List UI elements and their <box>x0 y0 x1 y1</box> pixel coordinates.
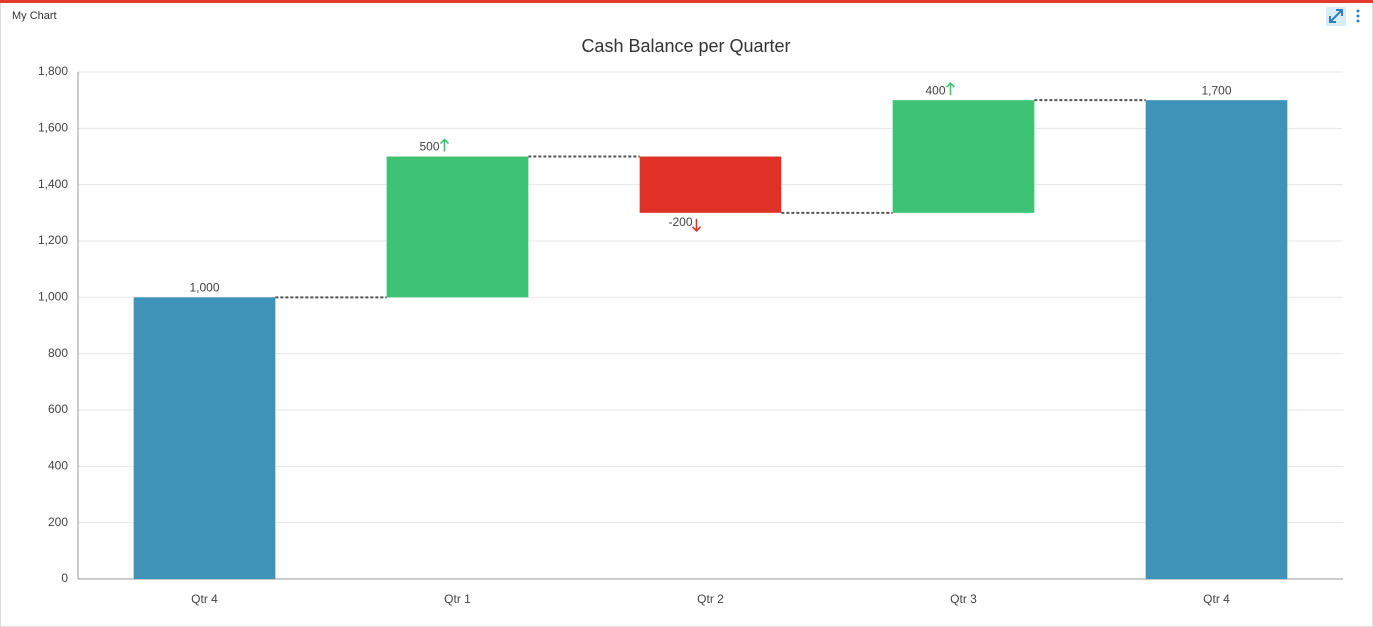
y-tick-label: 1,600 <box>38 121 68 135</box>
y-tick-label: 1,800 <box>38 64 68 78</box>
y-tick-label: 200 <box>48 515 68 529</box>
bar <box>639 156 782 213</box>
panel-title: My Chart <box>12 10 57 22</box>
bar <box>1145 100 1288 580</box>
arrow-up <box>945 82 956 96</box>
y-tick-label: 1,400 <box>38 177 68 191</box>
value-label: 1,700 <box>1201 83 1231 97</box>
expand-button[interactable] <box>1326 7 1346 26</box>
menu-dot[interactable] <box>1356 19 1360 23</box>
x-tick-label: Qtr 4 <box>191 592 218 606</box>
value-label: 1,000 <box>189 281 219 295</box>
y-tick-label: 400 <box>48 459 68 473</box>
bar <box>133 297 276 579</box>
arrow-up <box>439 138 450 152</box>
value-label: 400 <box>925 83 945 97</box>
expand-icon[interactable] <box>1329 9 1343 23</box>
x-tick-label: Qtr 4 <box>1203 592 1230 606</box>
y-tick-label: 1,200 <box>38 233 68 247</box>
x-tick-label: Qtr 1 <box>444 592 471 606</box>
value-label: 500 <box>419 140 439 154</box>
panel-top-bar <box>0 0 1373 3</box>
menu-dot[interactable] <box>1356 9 1360 13</box>
arrow-down <box>691 218 702 232</box>
y-tick-label: 0 <box>61 571 68 585</box>
menu-button[interactable] <box>1356 9 1360 23</box>
y-tick-label: 800 <box>48 346 68 360</box>
y-tick-label: 600 <box>48 402 68 416</box>
y-tick-label: 1,000 <box>38 290 68 304</box>
chart-title: Cash Balance per Quarter <box>581 36 790 56</box>
bar <box>892 100 1035 213</box>
bar <box>386 156 529 298</box>
x-tick-label: Qtr 3 <box>950 592 977 606</box>
x-tick-label: Qtr 2 <box>697 592 724 606</box>
value-label: -200 <box>668 215 692 229</box>
menu-dot[interactable] <box>1356 14 1360 18</box>
